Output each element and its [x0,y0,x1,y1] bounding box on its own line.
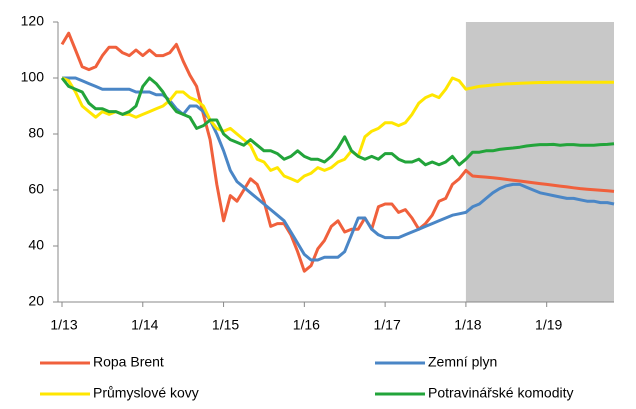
y-tick-label: 20 [28,293,44,309]
x-tick-label: 1/14 [131,317,158,333]
y-tick-label: 120 [21,13,45,29]
series-line [60,31,615,273]
legend-label: Zemní plyn [428,354,497,370]
y-tick-label: 100 [21,69,45,85]
y-tick-label: 80 [28,125,44,141]
series-line [62,76,615,262]
x-tick-label: 1/16 [293,317,320,333]
forecast-shade [465,22,614,302]
legend-label: Průmyslové kovy [93,385,199,401]
legend-label: Ropa Brent [93,354,164,370]
series-line [60,76,615,167]
y-tick-label: 60 [28,181,44,197]
x-tick-label: 1/19 [535,317,562,333]
x-tick-label: 1/13 [50,317,77,333]
legend-label: Potravinářské komodity [428,385,574,401]
x-tick-label: 1/18 [454,317,481,333]
series-line [61,76,614,184]
x-tick-label: 1/15 [212,317,239,333]
y-tick-label: 40 [28,237,44,253]
x-tick-label: 1/17 [373,317,400,333]
